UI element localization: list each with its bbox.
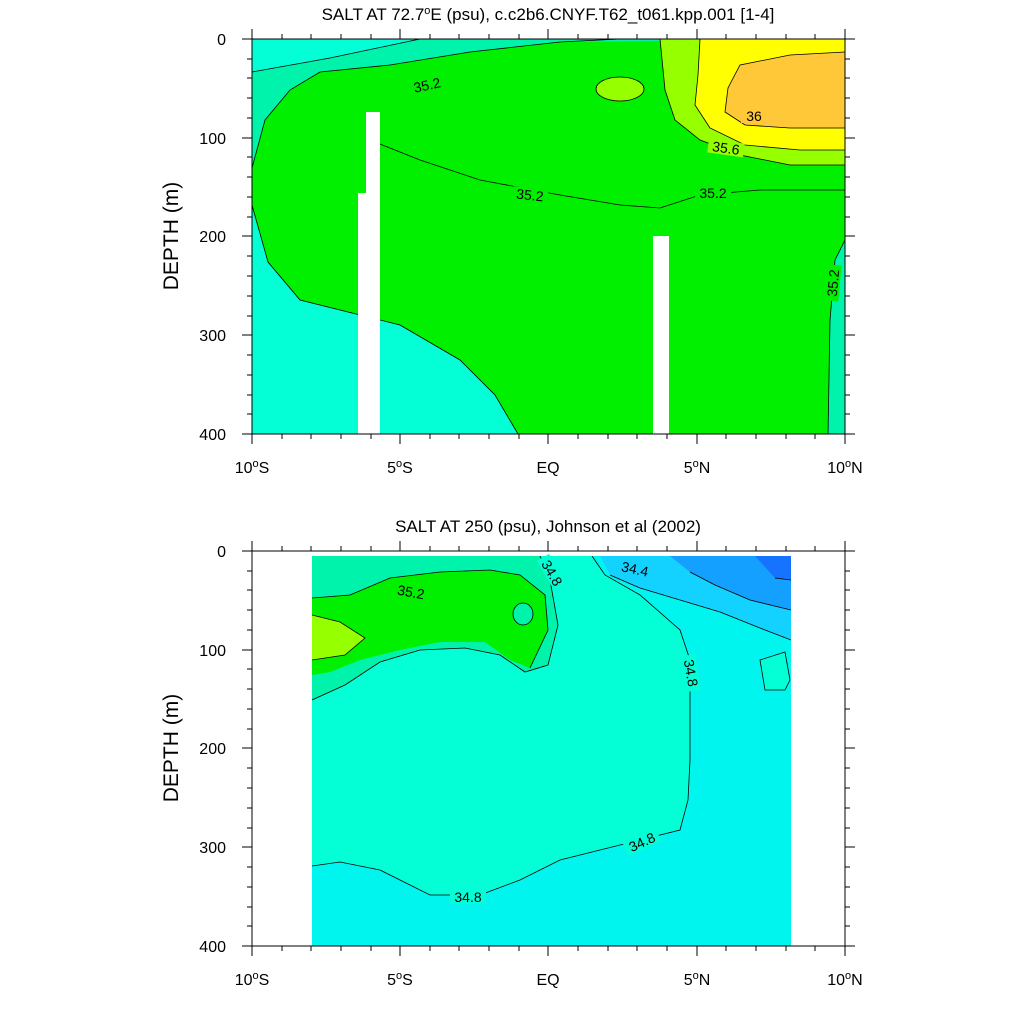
bottom-fill-35-2 (312, 570, 548, 675)
x-tick-label: 5oS (387, 970, 413, 989)
top-contour-label: 36 (746, 108, 762, 124)
y-tick-label: 200 (199, 229, 226, 246)
x-tick-label: 10oN (827, 970, 862, 989)
y-tick-label: 300 (199, 840, 226, 857)
top-mask-right (653, 236, 669, 434)
top-mask-left-upper (366, 112, 380, 193)
bottom-x-tick-labels: 10oS 5oS EQ 5oN 10oN (235, 970, 863, 989)
top-contour-label: 35.6 (711, 138, 740, 158)
bottom-contour-label: 34.4 (620, 558, 650, 579)
top-plot-area: 35.2 36 35.6 35.2 35.2 35.2 (252, 39, 845, 434)
bottom-y-axis-label: DEPTH (m) (160, 694, 183, 803)
y-tick-label: 0 (217, 544, 226, 561)
y-tick-label: 0 (217, 32, 226, 49)
y-tick-label: 400 (199, 939, 226, 956)
bottom-contour-label: 35.2 (396, 582, 426, 603)
bottom-fill-34-2 (670, 556, 791, 610)
bottom-chart-title: SALT AT 250 (psu), Johnson et al (2002) (395, 517, 701, 536)
y-tick-label: 400 (199, 427, 226, 444)
x-tick-label: EQ (536, 460, 559, 477)
y-tick-label: 100 (199, 131, 226, 148)
top-fill-34-8-upper (252, 39, 420, 72)
bottom-fill-35-2-blob (513, 603, 533, 625)
x-tick-label: 5oS (387, 458, 413, 477)
y-tick-label: 200 (199, 741, 226, 758)
top-contour-label: 35.2 (824, 269, 842, 298)
bottom-axes (242, 541, 855, 956)
top-axes (242, 29, 855, 444)
x-tick-label: 10oS (235, 970, 270, 989)
x-tick-label: 10oS (235, 458, 270, 477)
top-chart-title: SALT AT 72.7oE (psu), c.c2b6.CNYF.T62_t0… (322, 5, 775, 24)
top-contour-label: 35.2 (516, 186, 545, 205)
top-y-axis-label: DEPTH (m) (160, 182, 183, 291)
bottom-contour-label: 34.8 (454, 889, 481, 905)
bottom-fill-34-0 (755, 556, 791, 580)
x-tick-label: 10oN (827, 458, 862, 477)
y-tick-label: 300 (199, 328, 226, 345)
x-tick-label: 5oN (684, 970, 711, 989)
top-y-tick-labels: 0 100 200 300 400 (199, 32, 226, 444)
bottom-y-tick-labels: 0 100 200 300 400 (199, 544, 226, 956)
top-fill-34-8-lower (252, 210, 520, 434)
top-contour-label: 35.2 (412, 74, 442, 95)
top-fill-35-4-blob (596, 77, 644, 101)
x-tick-label: EQ (536, 972, 559, 989)
top-mask-left (358, 193, 380, 434)
x-tick-label: 5oN (684, 458, 711, 477)
y-tick-label: 100 (199, 643, 226, 660)
top-contour-label: 35.2 (699, 185, 726, 201)
bottom-fill-34-8-blob (760, 652, 790, 690)
bottom-contour-label: 34.8 (681, 658, 702, 688)
bottom-plot-area: 34.8 34.4 35.2 34.8 34.8 34.8 (312, 553, 791, 946)
top-x-tick-labels: 10oS 5oS EQ 5oN 10oN (235, 458, 863, 477)
